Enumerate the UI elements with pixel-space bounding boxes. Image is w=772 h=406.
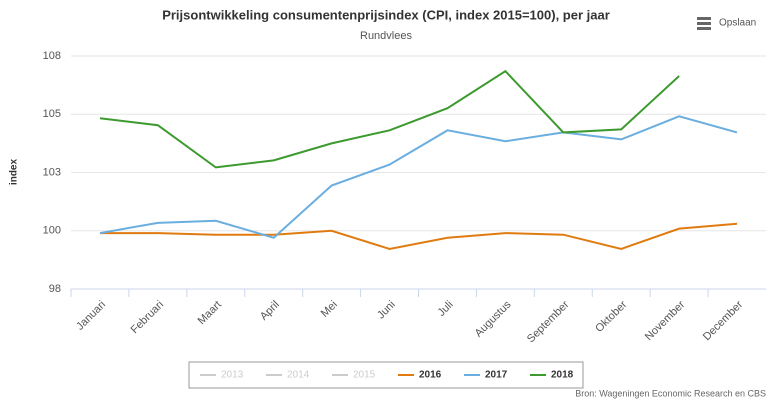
legend-label[interactable]: 2016 (419, 370, 442, 381)
x-tick-label: Mei (319, 299, 340, 320)
x-tick-label: April (258, 299, 282, 323)
series-line (99, 69, 680, 169)
save-label[interactable]: Opslaan (719, 18, 756, 29)
x-tick-label: Augustus (473, 298, 514, 339)
legend-box (188, 361, 584, 389)
y-tick-label: 108 (43, 50, 61, 62)
source: Bron: Wageningen Economic Research en CB… (575, 388, 766, 398)
x-tick-label: Januari (74, 299, 108, 333)
x-tick-label: Februari (129, 299, 166, 336)
legend-label[interactable]: 2013 (221, 370, 244, 381)
legend-label[interactable]: 2015 (353, 370, 376, 381)
x-tick-label: November (643, 298, 688, 343)
legend-label[interactable]: 2018 (551, 370, 574, 381)
legend-label[interactable]: 2014 (287, 370, 310, 381)
x-tick-label: Juli (435, 299, 455, 319)
y-tick-label: 98 (49, 283, 61, 295)
y-tick-label: 105 (43, 108, 61, 120)
x-tick-label: December (701, 298, 746, 343)
y-axis-label: index (9, 159, 20, 186)
x-tick-label: Oktober (593, 298, 629, 334)
chart-title: Prijsontwikkeling consumentenprijsindex … (162, 7, 610, 22)
x-tick-label: September (525, 298, 572, 345)
legend-label[interactable]: 2017 (485, 370, 508, 381)
x-tick-label: Maart (196, 299, 224, 327)
save-button[interactable]: Opslaan (697, 17, 756, 30)
menu-icon (697, 27, 711, 30)
menu-icon (697, 22, 711, 25)
chart-subtitle: Rundvlees (360, 30, 412, 42)
menu-icon (697, 17, 711, 20)
x-tick-label: Juni (375, 299, 398, 322)
y-tick-label: 100 (43, 225, 61, 237)
y-tick-label: 103 (43, 166, 61, 178)
series-line (99, 222, 738, 250)
series-line (99, 115, 738, 239)
